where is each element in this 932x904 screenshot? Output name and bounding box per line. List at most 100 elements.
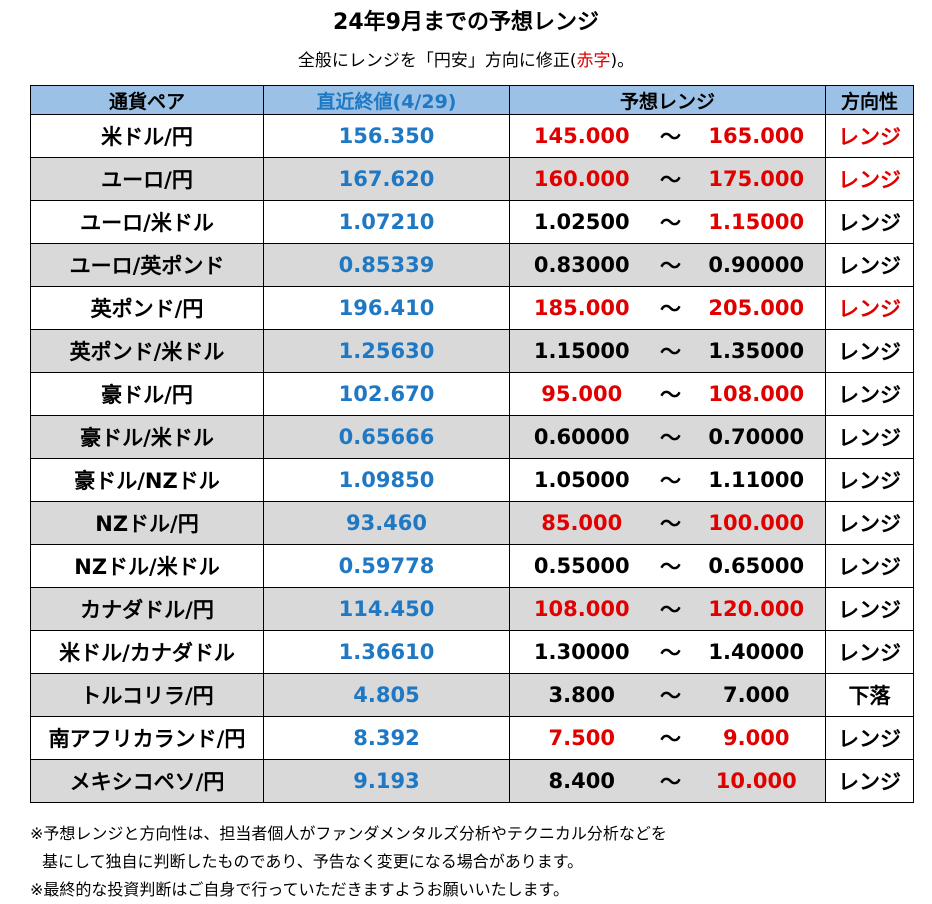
range-high-cell: 1.11000 — [687, 458, 827, 502]
range-low-cell: 3.800 — [509, 673, 654, 717]
table-row: 米ドル/円 156.350 145.000 〜 165.000 レンジ — [30, 114, 915, 158]
range-high-cell: 1.15000 — [687, 200, 827, 244]
close-cell: 1.07210 — [263, 200, 510, 244]
close-cell: 9.193 — [263, 759, 510, 803]
pair-cell: ユーロ/米ドル — [30, 200, 264, 244]
range-low-cell: 1.30000 — [509, 630, 654, 674]
range-tilde-cell: 〜 — [653, 501, 688, 545]
table-row: トルコリラ/円 4.805 3.800 〜 7.000 下落 — [30, 673, 915, 717]
subtitle: 全般にレンジを「円安」方向に修正(赤字)。 — [0, 48, 932, 74]
direction-cell: レンジ — [825, 759, 915, 803]
range-high-cell: 0.65000 — [687, 544, 827, 588]
pair-cell: 豪ドル/米ドル — [30, 415, 264, 459]
direction-cell: レンジ — [825, 329, 915, 373]
range-tilde-cell: 〜 — [653, 200, 688, 244]
table-row: ユーロ/米ドル 1.07210 1.02500 〜 1.15000 レンジ — [30, 200, 915, 244]
range-low-cell: 85.000 — [509, 501, 654, 545]
direction-cell: レンジ — [825, 630, 915, 674]
subtitle-after: )。 — [610, 51, 635, 71]
range-tilde-cell: 〜 — [653, 587, 688, 631]
range-tilde-cell: 〜 — [653, 458, 688, 502]
range-tilde-cell: 〜 — [653, 716, 688, 760]
table-body: 米ドル/円 156.350 145.000 〜 165.000 レンジ ユーロ/円 167.6… — [30, 114, 915, 803]
forecast-table: 通貨ペア 直近終値(4/29) 予想レンジ 方向性 米ドル/円 156.350 14… — [30, 85, 915, 803]
direction-cell: レンジ — [825, 544, 915, 588]
direction-cell: レンジ — [825, 243, 915, 287]
range-low-cell: 0.60000 — [509, 415, 654, 459]
pair-cell: NZドル/米ドル — [30, 544, 264, 588]
range-tilde-cell: 〜 — [653, 372, 688, 416]
direction-cell: レンジ — [825, 458, 915, 502]
range-low-cell: 1.02500 — [509, 200, 654, 244]
close-cell: 196.410 — [263, 286, 510, 330]
range-low-cell: 160.000 — [509, 157, 654, 201]
range-low-cell: 108.000 — [509, 587, 654, 631]
header-close: 直近終値(4/29) — [263, 85, 510, 115]
direction-cell: レンジ — [825, 716, 915, 760]
table-row: ユーロ/円 167.620 160.000 〜 175.000 レンジ — [30, 157, 915, 201]
table-row: カナダドル/円 114.450 108.000 〜 120.000 レンジ — [30, 587, 915, 631]
range-tilde-cell: 〜 — [653, 114, 688, 158]
range-low-cell: 7.500 — [509, 716, 654, 760]
note-line-1: ※予想レンジと方向性は、担当者個人がファンダメンタルズ分析やテクニカル分析などを — [30, 824, 667, 843]
table-row: NZドル/円 93.460 85.000 〜 100.000 レンジ — [30, 501, 915, 545]
pair-cell: 豪ドル/円 — [30, 372, 264, 416]
range-high-cell: 165.000 — [687, 114, 827, 158]
direction-cell: レンジ — [825, 415, 915, 459]
header-pair: 通貨ペア — [30, 85, 264, 115]
close-cell: 93.460 — [263, 501, 510, 545]
table-row: メキシコペソ/円 9.193 8.400 〜 10.000 レンジ — [30, 759, 915, 803]
table-row: 豪ドル/NZドル 1.09850 1.05000 〜 1.11000 レンジ — [30, 458, 915, 502]
range-tilde-cell: 〜 — [653, 157, 688, 201]
table-row: 米ドル/カナダドル 1.36610 1.30000 〜 1.40000 レンジ — [30, 630, 915, 674]
direction-cell: 下落 — [825, 673, 915, 717]
direction-cell: レンジ — [825, 114, 915, 158]
table-row: NZドル/米ドル 0.59778 0.55000 〜 0.65000 レンジ — [30, 544, 915, 588]
table-row: 英ポンド/円 196.410 185.000 〜 205.000 レンジ — [30, 286, 915, 330]
subtitle-red-text: 赤字 — [576, 51, 611, 71]
subtitle-before: 全般にレンジを「円安」方向に修正( — [297, 51, 577, 71]
close-cell: 1.36610 — [263, 630, 510, 674]
range-high-cell: 100.000 — [687, 501, 827, 545]
range-low-cell: 0.83000 — [509, 243, 654, 287]
range-low-cell: 1.15000 — [509, 329, 654, 373]
pair-cell: カナダドル/円 — [30, 587, 264, 631]
direction-cell: レンジ — [825, 501, 915, 545]
range-high-cell: 9.000 — [687, 716, 827, 760]
range-tilde-cell: 〜 — [653, 286, 688, 330]
close-cell: 0.85339 — [263, 243, 510, 287]
pair-cell: NZドル/円 — [30, 501, 264, 545]
range-low-cell: 1.05000 — [509, 458, 654, 502]
table-row: 豪ドル/円 102.670 95.000 〜 108.000 レンジ — [30, 372, 915, 416]
close-cell: 156.350 — [263, 114, 510, 158]
range-tilde-cell: 〜 — [653, 544, 688, 588]
close-cell: 167.620 — [263, 157, 510, 201]
range-high-cell: 1.40000 — [687, 630, 827, 674]
range-high-cell: 175.000 — [687, 157, 827, 201]
pair-cell: 米ドル/カナダドル — [30, 630, 264, 674]
range-low-cell: 95.000 — [509, 372, 654, 416]
page-title: 24年9月までの予想レンジ — [333, 10, 599, 35]
close-cell: 0.65666 — [263, 415, 510, 459]
range-low-cell: 145.000 — [509, 114, 654, 158]
direction-cell: レンジ — [825, 372, 915, 416]
range-tilde-cell: 〜 — [653, 415, 688, 459]
table-row: 英ポンド/米ドル 1.25630 1.15000 〜 1.35000 レンジ — [30, 329, 915, 373]
direction-cell: レンジ — [825, 157, 915, 201]
direction-cell: レンジ — [825, 286, 915, 330]
note-line-3: ※最終的な投資判断はご自身で行っていただきますようお願いいたします。 — [30, 880, 570, 899]
close-cell: 1.25630 — [263, 329, 510, 373]
disclaimer-notes: ※予想レンジと方向性は、担当者個人がファンダメンタルズ分析やテクニカル分析などを… — [30, 820, 667, 904]
header-range: 予想レンジ — [508, 85, 827, 115]
pair-cell: 英ポンド/米ドル — [30, 329, 264, 373]
pair-cell: 南アフリカランド/円 — [30, 716, 264, 760]
range-high-cell: 10.000 — [687, 759, 827, 803]
range-high-cell: 0.90000 — [687, 243, 827, 287]
range-tilde-cell: 〜 — [653, 673, 688, 717]
range-low-cell: 0.55000 — [509, 544, 654, 588]
range-tilde-cell: 〜 — [653, 759, 688, 803]
range-high-cell: 0.70000 — [687, 415, 827, 459]
range-high-cell: 7.000 — [687, 673, 827, 717]
range-high-cell: 1.35000 — [687, 329, 827, 373]
range-low-cell: 185.000 — [509, 286, 654, 330]
